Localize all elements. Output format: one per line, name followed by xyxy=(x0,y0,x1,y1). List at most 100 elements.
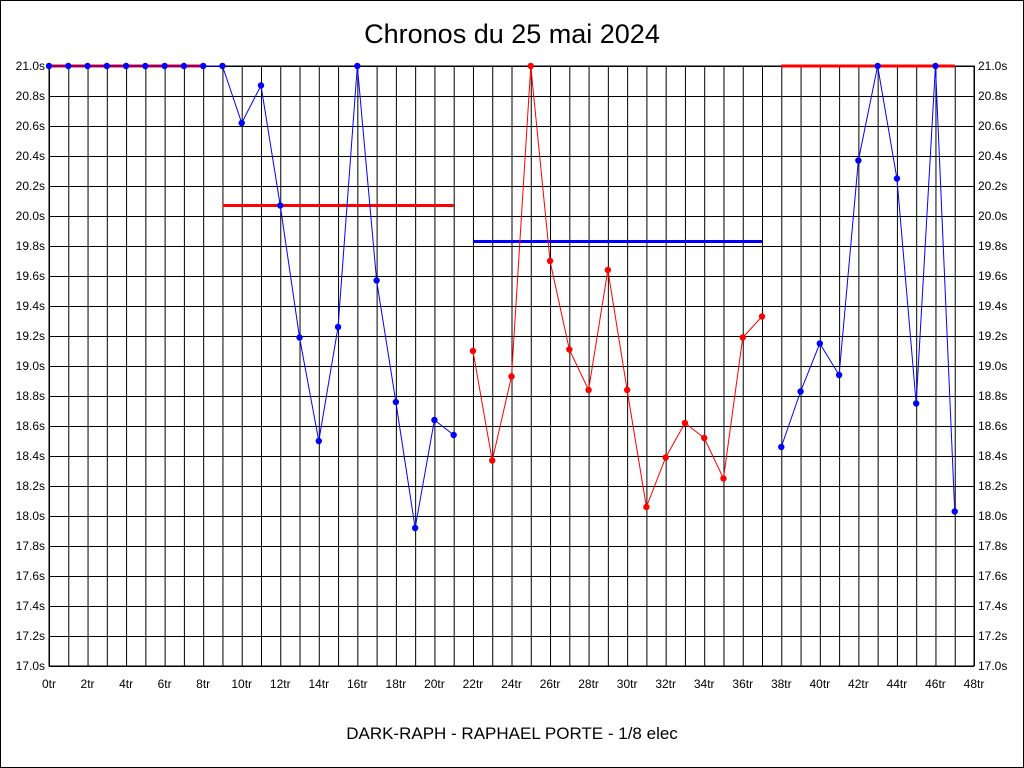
data-point xyxy=(315,437,322,445)
data-point xyxy=(219,62,226,70)
y-tick-label-right: 18.4s xyxy=(978,449,1007,463)
data-point xyxy=(65,62,72,70)
chart-title: Chronos du 25 mai 2024 xyxy=(364,19,660,49)
y-tick-label-right: 18.2s xyxy=(978,479,1007,493)
data-point xyxy=(778,443,785,451)
data-point xyxy=(585,386,592,394)
data-point xyxy=(701,434,708,442)
y-tick-label-right: 19.6s xyxy=(978,269,1007,283)
data-point xyxy=(161,62,168,70)
y-axis-right-ticks: 17.0s 17.2s 17.4s 17.6s 17.8s 18.0s 18.2s 18.4s… xyxy=(978,59,1007,673)
y-tick-label-left: 20.0s xyxy=(16,209,45,223)
y-tick-label-right: 20.0s xyxy=(978,209,1007,223)
y-tick-label-left: 19.4s xyxy=(16,299,45,313)
data-point xyxy=(354,62,361,70)
y-tick-label-right: 20.4s xyxy=(978,149,1007,163)
data-point xyxy=(893,175,901,182)
y-tick-label-right: 20.8s xyxy=(978,89,1007,103)
data-point xyxy=(199,62,207,70)
y-tick-label-left: 18.6s xyxy=(16,419,45,433)
y-tick-label-left: 18.8s xyxy=(16,389,45,403)
x-tick-label: 24tr xyxy=(501,677,522,691)
y-tick-label-left: 17.0s xyxy=(16,659,45,673)
x-tick-label: 28tr xyxy=(578,677,599,691)
data-point xyxy=(489,457,496,464)
data-point xyxy=(874,62,881,70)
x-tick-label: 38tr xyxy=(771,677,792,691)
x-tick-label: 32tr xyxy=(655,677,676,691)
x-tick-label: 36tr xyxy=(732,677,753,691)
x-tick-label: 40tr xyxy=(809,677,830,691)
y-axis-left-ticks: 17.0s 17.2s 17.4s 17.6s 17.8s 18.0s 18.2s 18.4s… xyxy=(16,59,45,673)
data-point xyxy=(720,475,727,482)
y-tick-label-left: 20.6s xyxy=(16,119,45,133)
data-point xyxy=(835,371,843,379)
x-tick-label: 10tr xyxy=(231,677,252,691)
data-point xyxy=(932,62,939,70)
y-tick-label-left: 19.6s xyxy=(16,269,45,283)
data-point xyxy=(912,400,920,407)
y-tick-label-left: 17.8s xyxy=(16,539,45,553)
data-point xyxy=(623,386,631,394)
y-tick-label-left: 21.0s xyxy=(16,59,45,73)
data-point xyxy=(469,347,477,355)
data-point xyxy=(180,62,188,70)
data-point xyxy=(411,524,419,532)
x-tick-label: 44tr xyxy=(887,677,908,691)
x-tick-label: 4tr xyxy=(119,677,133,691)
data-point xyxy=(296,334,303,341)
data-point xyxy=(566,346,573,353)
data-point xyxy=(142,62,149,70)
x-tick-label: 48tr xyxy=(964,677,985,691)
data-point xyxy=(681,419,689,427)
y-tick-label-left: 20.2s xyxy=(16,179,45,193)
x-tick-label: 12tr xyxy=(270,677,291,691)
x-tick-label: 42tr xyxy=(848,677,869,691)
y-tick-label-right: 17.8s xyxy=(978,539,1007,553)
data-point xyxy=(816,340,824,347)
y-tick-label-left: 18.2s xyxy=(16,479,45,493)
y-tick-label-right: 17.6s xyxy=(978,569,1007,583)
data-point xyxy=(45,62,53,70)
series-line xyxy=(472,65,763,509)
data-point xyxy=(103,62,111,70)
y-tick-label-left: 17.2s xyxy=(16,629,45,643)
y-tick-label-right: 20.6s xyxy=(978,119,1007,133)
data-point xyxy=(431,416,438,424)
data-point xyxy=(392,398,400,406)
x-axis-ticks: 0tr 2tr 4tr 6tr 8tr 10tr 12tr 14tr 16tr 18tr 20tr 2… xyxy=(42,677,984,691)
series-line xyxy=(780,65,956,512)
y-tick-label-right: 19.2s xyxy=(978,329,1007,343)
y-tick-label-right: 17.2s xyxy=(978,629,1007,643)
lap-time-series xyxy=(45,62,958,532)
data-point xyxy=(257,82,265,89)
x-tick-label: 14tr xyxy=(308,677,329,691)
y-tick-label-right: 18.8s xyxy=(978,389,1007,403)
data-point xyxy=(797,388,804,395)
y-tick-label-right: 18.0s xyxy=(978,509,1007,523)
y-tick-label-left: 17.6s xyxy=(16,569,45,583)
y-tick-label-right: 20.2s xyxy=(978,179,1007,193)
x-tick-label: 46tr xyxy=(925,677,946,691)
data-point xyxy=(855,157,862,164)
x-tick-label: 6tr xyxy=(158,677,172,691)
y-tick-label-right: 19.0s xyxy=(978,359,1007,373)
data-point xyxy=(739,334,746,341)
x-tick-label: 2tr xyxy=(81,677,95,691)
x-tick-label: 18tr xyxy=(386,677,407,691)
data-point xyxy=(546,257,554,265)
y-tick-label-left: 20.4s xyxy=(16,149,45,163)
x-tick-label: 30tr xyxy=(617,677,638,691)
data-point xyxy=(758,313,766,320)
y-tick-label-left: 17.4s xyxy=(16,599,45,613)
x-tick-label: 22tr xyxy=(463,677,484,691)
data-point xyxy=(450,431,457,439)
x-tick-label: 8tr xyxy=(196,677,210,691)
data-point xyxy=(662,454,669,461)
y-tick-label-right: 17.0s xyxy=(978,659,1007,673)
y-tick-label-left: 20.8s xyxy=(16,89,45,103)
data-point xyxy=(277,202,284,209)
y-tick-label-left: 19.2s xyxy=(16,329,45,343)
data-point xyxy=(122,62,130,70)
